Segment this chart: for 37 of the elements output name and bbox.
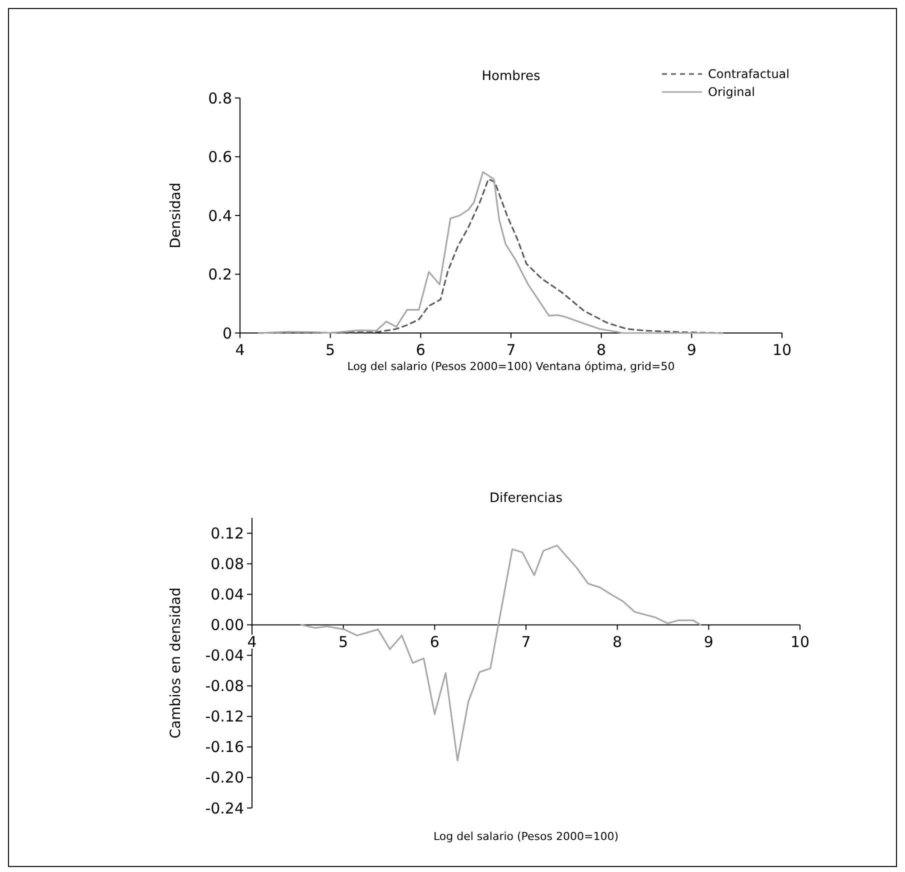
- y-axis-title: Densidad: [168, 182, 184, 248]
- x-tick-label: 9: [686, 341, 696, 359]
- line-series: [300, 544, 702, 762]
- y-tick-label: 0.00: [210, 616, 244, 634]
- x-tick-label: 6: [416, 341, 426, 359]
- y-tick-label: 0.6: [208, 148, 232, 166]
- y-tick-label: 0.04: [210, 586, 244, 604]
- x-tick-label: 8: [596, 341, 606, 359]
- y-tick-label: 0: [222, 324, 232, 342]
- y-tick-label: 0.4: [208, 206, 232, 225]
- x-tick-label: 5: [326, 341, 336, 359]
- x-axis-title: Log del salario (Pesos 2000=100) Ventana óptima, grid=50: [347, 360, 675, 373]
- y-tick-label: 0.12: [210, 524, 244, 543]
- x-tick-label: 10: [790, 632, 810, 651]
- x-tick-label: 7: [506, 341, 516, 359]
- y-tick-label: 0.08: [210, 555, 244, 574]
- legend-label: Contrafactual: [708, 67, 790, 82]
- y-tick-label: -0.20: [205, 768, 244, 787]
- x-tick-label: 7: [521, 632, 531, 651]
- x-tick-label: 6: [430, 632, 440, 651]
- y-tick-label: -0.12: [205, 708, 244, 726]
- x-tick-label: 4: [235, 341, 245, 359]
- chart-title: Hombres: [482, 69, 540, 84]
- x-tick-label: 10: [772, 341, 792, 359]
- y-tick-label: -0.24: [205, 799, 244, 818]
- y-tick-label: -0.08: [205, 677, 244, 696]
- y-tick-label: 0.2: [208, 266, 232, 284]
- y-tick-label: 0.8: [208, 89, 232, 108]
- x-tick-label: 5: [338, 632, 348, 651]
- x-tick-label: 8: [612, 632, 622, 651]
- x-axis-title: Log del salario (Pesos 2000=100): [433, 830, 619, 843]
- y-tick-label: -0.16: [205, 738, 244, 756]
- chart-title: Diferencias: [490, 491, 563, 506]
- legend-label: Original: [708, 85, 755, 100]
- x-tick-label: 9: [704, 632, 714, 651]
- y-axis-title: Cambios en densidad: [168, 588, 184, 738]
- y-tick-label: -0.04: [205, 646, 244, 665]
